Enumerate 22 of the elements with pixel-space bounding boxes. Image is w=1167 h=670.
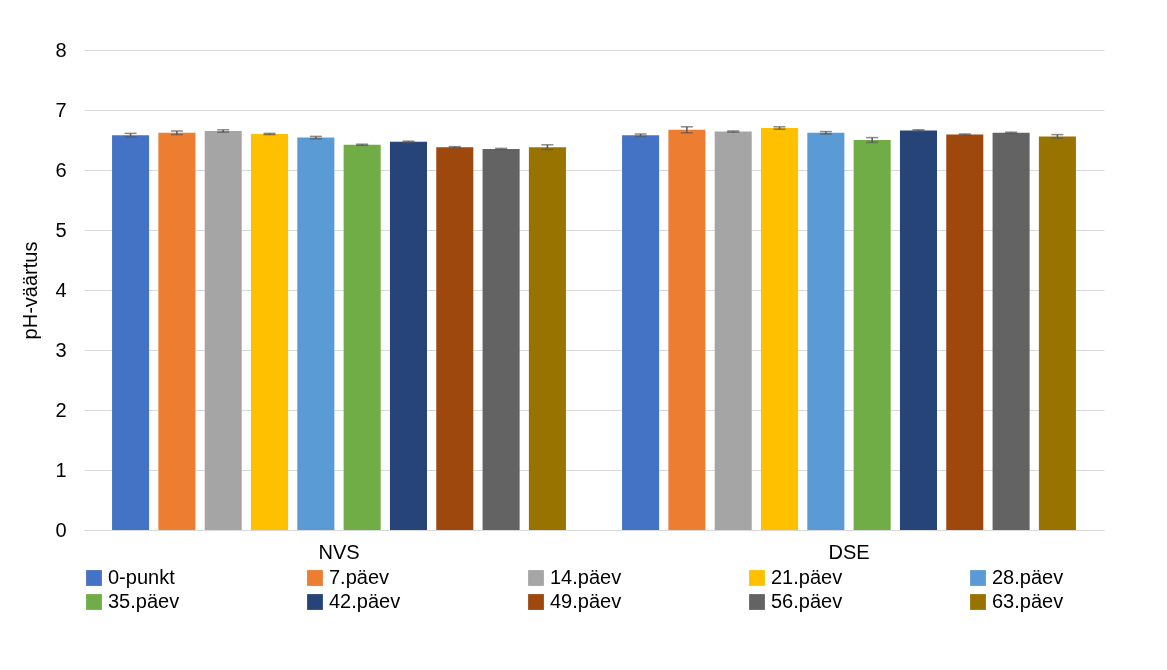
y-tick-label: 1	[55, 458, 67, 481]
y-tick-label: 2	[55, 398, 67, 421]
legend-label: 0-punkt	[108, 566, 176, 588]
y-tick-label: 5	[55, 218, 67, 241]
y-tick-label: 3	[55, 338, 67, 361]
legend-label: 35.päev	[108, 590, 180, 612]
legend-label: 42.päev	[329, 590, 401, 612]
x-tick-label: DSE	[828, 540, 870, 563]
y-tick-label: 6	[55, 158, 67, 181]
legend-label: 63.päev	[992, 590, 1064, 612]
legend-label: 14.päev	[550, 566, 622, 588]
legend-label: 7.päev	[329, 566, 390, 588]
legend-label: 21.päev	[771, 566, 843, 588]
y-tick-label: 7	[55, 98, 67, 121]
y-tick-label: 0	[55, 518, 67, 541]
legend-label: 56.päev	[771, 590, 843, 612]
legend-label: 49.päev	[550, 590, 622, 612]
y-axis-title: pH-väärtus	[19, 241, 42, 340]
y-tick-label: 4	[55, 278, 67, 301]
legend-label: 28.päev	[992, 566, 1064, 588]
x-tick-label: NVS	[318, 540, 360, 563]
y-tick-label: 8	[55, 38, 67, 61]
